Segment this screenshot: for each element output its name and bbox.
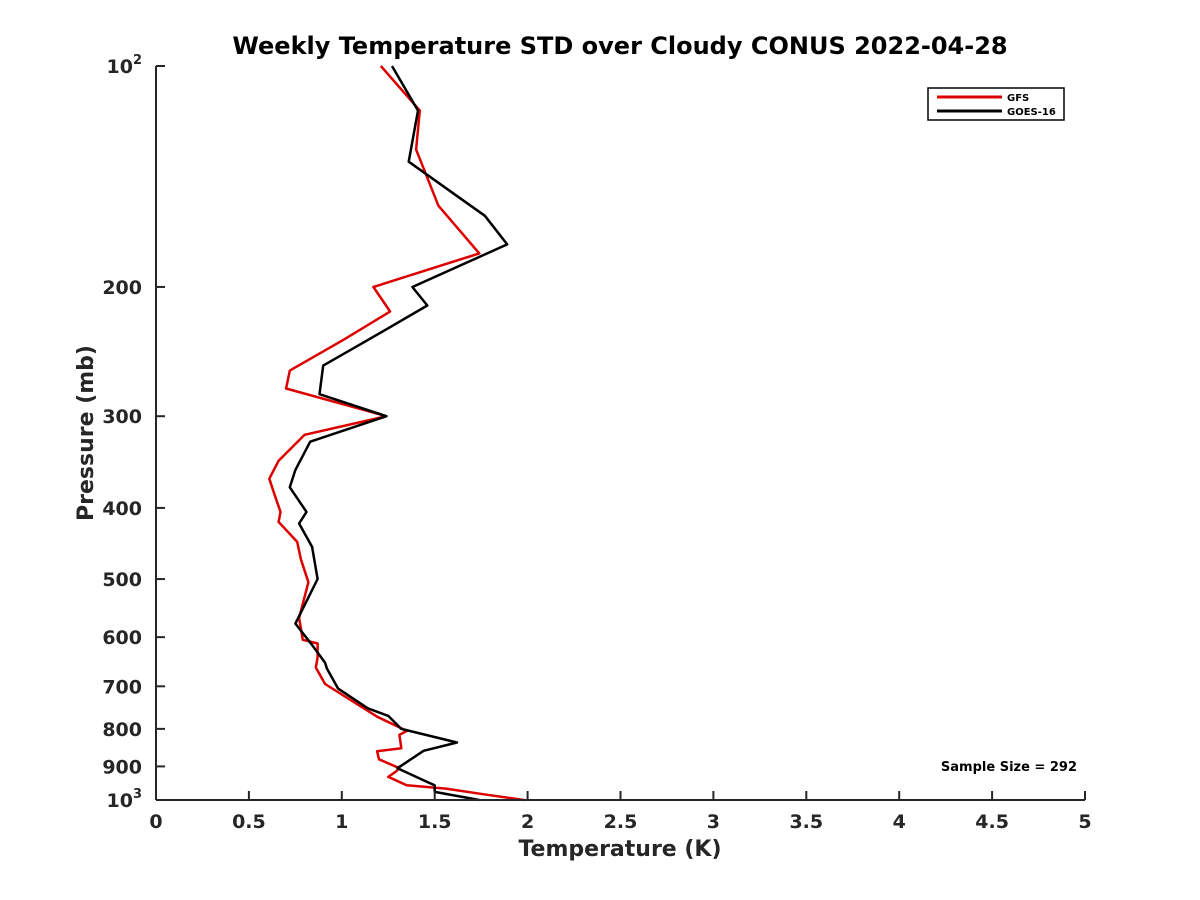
series-line-gfs bbox=[268, 65, 525, 802]
x-axis-label: Temperature (K) bbox=[518, 837, 721, 862]
x-tick-label: 0.5 bbox=[232, 811, 266, 833]
x-tick-label: 0 bbox=[149, 811, 162, 833]
x-axis-ticks: 0 0.5 1 1.5 2 2.5 3 3.5 4 4.5 5 bbox=[149, 791, 1092, 833]
y-tick-label-base: 400 bbox=[102, 498, 142, 520]
y-tick-label-base: 10 bbox=[107, 56, 133, 78]
y-tick-label-base: 300 bbox=[102, 406, 142, 428]
plot-area bbox=[268, 65, 525, 802]
x-tick-label: 4.5 bbox=[975, 811, 1009, 833]
y-tick-label-base: 200 bbox=[102, 277, 142, 299]
x-tick-label: 5 bbox=[1078, 811, 1091, 833]
x-tick-label: 2 bbox=[521, 811, 534, 833]
y-tick-label: 600 bbox=[102, 627, 142, 649]
x-tick-label: 3.5 bbox=[789, 811, 823, 833]
y-tick-label-base: 900 bbox=[102, 756, 142, 778]
series-line-goes-16 bbox=[288, 65, 509, 802]
y-tick-label-base: 10 bbox=[107, 790, 133, 812]
x-tick-label: 2.5 bbox=[604, 811, 638, 833]
y-tick-label: 200 bbox=[102, 277, 142, 299]
y-tick-label: 900 bbox=[102, 756, 142, 778]
x-tick-label: 1 bbox=[335, 811, 348, 833]
x-tick-label: 1.5 bbox=[418, 811, 452, 833]
y-tick-label: 800 bbox=[102, 719, 142, 741]
y-tick-label-base: 800 bbox=[102, 719, 142, 741]
legend-label-gfs: GFS bbox=[1007, 93, 1029, 104]
y-tick-label: 400 bbox=[102, 498, 142, 520]
y-tick-label: 102 bbox=[107, 53, 143, 78]
y-tick-label-exponent: 2 bbox=[133, 53, 142, 68]
chart-title: Weekly Temperature STD over Cloudy CONUS… bbox=[232, 32, 1007, 60]
y-tick-label-base: 600 bbox=[102, 627, 142, 649]
x-tick-label: 3 bbox=[707, 811, 720, 833]
y-tick-label: 500 bbox=[102, 569, 142, 591]
legend: GFS GOES-16 bbox=[927, 87, 1065, 121]
y-tick-label: 700 bbox=[102, 676, 142, 698]
y-tick-label: 103 bbox=[107, 787, 143, 812]
legend-box bbox=[927, 87, 1065, 121]
y-tick-label: 300 bbox=[102, 406, 142, 428]
y-tick-label-base: 700 bbox=[102, 676, 142, 698]
sample-size-annotation: Sample Size = 292 bbox=[941, 760, 1077, 775]
y-tick-label-exponent: 3 bbox=[133, 787, 142, 802]
y-tick-label-base: 500 bbox=[102, 569, 142, 591]
legend-label-goes-16: GOES-16 bbox=[1007, 107, 1056, 118]
y-axis-label: Pressure (mb) bbox=[74, 345, 99, 521]
x-tick-label: 4 bbox=[893, 811, 906, 833]
